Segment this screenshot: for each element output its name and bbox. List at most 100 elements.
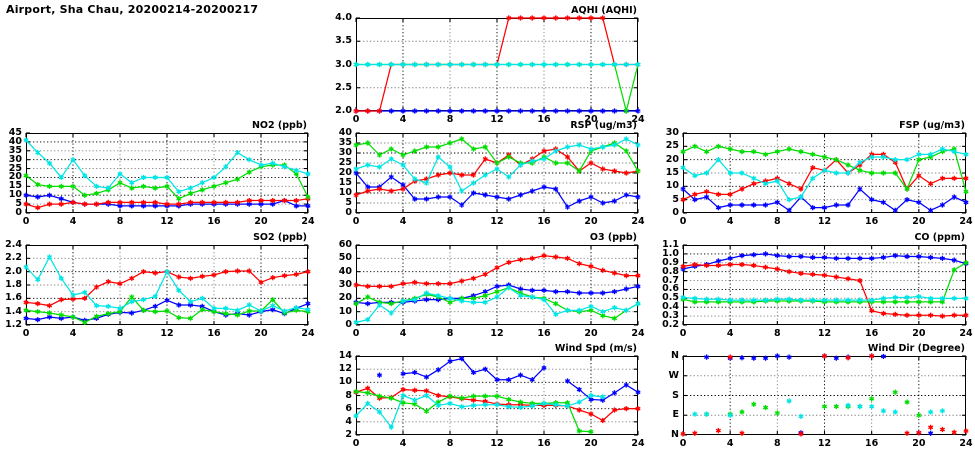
x-tick-label: 24 [631, 216, 645, 227]
y-tick-label: 35 [8, 144, 22, 156]
y-tick-label: 1.8 [5, 279, 22, 290]
y-tick-label: 1.6 [5, 292, 22, 304]
series-markers-day1 [680, 186, 969, 213]
plot-canvas-wind_dir [680, 353, 969, 437]
x-tick-label: 20 [254, 328, 268, 339]
plot-canvas-o3 [353, 244, 641, 326]
y-tick-label: 25 [665, 140, 679, 152]
series-markers-day2 [23, 268, 311, 309]
y-tick-label: 0 [345, 207, 352, 218]
series-markers-day3 [703, 389, 922, 418]
x-tick-label: 4 [726, 328, 734, 339]
y-tick-label: 0 [345, 319, 352, 330]
x-tick-label: 24 [301, 216, 315, 227]
y-tick-label: 30 [338, 147, 352, 158]
panel-title-co: CO (ppm) [914, 232, 965, 243]
x-tick-label: 0 [679, 328, 687, 339]
chart-panel-aqhi: AQHI (AQHI) 2.0 2.5 3.0 3.5 4.0 0 4 8 12 16 20 24 [335, 6, 644, 125]
x-tick-label: 24 [301, 328, 315, 339]
y-tick-label: 15 [8, 180, 22, 192]
x-tick-label: 12 [490, 114, 504, 125]
chart-panel-rsp: RSP (ug/m3) 0 5 10 15 20 25 30 35 40 0 4 8 12 16 20 24 [339, 121, 645, 227]
panel-title-wind_dir: Wind Dir (Degree) [867, 343, 965, 354]
x-tick-label: 8 [774, 216, 781, 227]
x-tick-label: 0 [352, 216, 360, 227]
x-tick-label: 8 [446, 114, 454, 125]
plot-canvas-rsp [353, 132, 641, 214]
x-tick-label: 12 [160, 328, 174, 339]
y-tick-label: 35 [338, 137, 352, 148]
y-tick-label: 0.7 [662, 274, 679, 286]
x-tick-label: 24 [959, 216, 973, 227]
x-tick-label: 24 [959, 328, 973, 339]
x-tick-label: 4 [69, 328, 77, 339]
y-tick-label: 20 [8, 171, 22, 183]
series-markers-day4 [353, 392, 606, 430]
x-tick-label: 4 [399, 114, 407, 125]
panel-title-fsp: FSP (ug/m3) [899, 120, 965, 131]
y-tick-label: 40 [8, 135, 22, 147]
plot-canvas-fsp [680, 132, 969, 214]
plot-canvas-so2 [23, 244, 311, 326]
y-tick-label: 0.9 [662, 256, 679, 268]
x-tick-label: 16 [865, 438, 879, 449]
y-tick-label: S [672, 389, 679, 401]
y-tick-label: 14 [338, 350, 352, 361]
x-tick-label: 12 [490, 438, 504, 449]
x-tick-label: 8 [774, 328, 781, 339]
x-tick-label: 0 [352, 328, 360, 339]
x-tick-label: 16 [865, 328, 879, 339]
x-tick-label: 4 [399, 216, 407, 227]
y-tick-label: 6 [345, 402, 352, 414]
x-tick-label: 12 [160, 216, 174, 227]
y-tick-label: 0.6 [662, 283, 679, 295]
chart-panel-fsp: FSP (ug/m3) 0 5 10 15 20 25 30 0 4 8 12 16 20 24 [666, 121, 973, 227]
plot-canvas-co [680, 244, 969, 326]
series-markers-day4 [23, 254, 311, 314]
series-markers-day1 [703, 353, 934, 436]
series-markers-day3 [680, 143, 969, 195]
x-tick-label: 12 [490, 328, 504, 339]
x-tick-label: 16 [537, 438, 551, 449]
panel-title-rsp: RSP (ug/m3) [570, 120, 637, 131]
series-markers-day4 [353, 61, 641, 68]
x-tick-label: 16 [537, 216, 551, 227]
y-tick-label: 2.0 [335, 105, 352, 116]
x-tick-label: 0 [679, 438, 687, 449]
x-tick-label: 8 [116, 328, 124, 339]
plot-canvas-wind_spd [353, 355, 641, 436]
chart-panel-wind-dir: Wind Dir (Degree) N E S W N 0 4 8 12 16 20 24 [669, 344, 973, 449]
series-markers-day4 [23, 137, 311, 195]
y-tick-label: 50 [338, 252, 352, 264]
series-line-day1 [402, 357, 545, 381]
y-tick-label: 0.8 [662, 265, 679, 277]
chart-panel-so2: SO2 (ppb) 1.2 1.4 1.6 1.8 2.0 2.2 2.4 0 4 8 12 16 20 2… [5, 233, 314, 339]
x-tick-label: 24 [959, 438, 973, 449]
x-tick-label: 8 [446, 328, 454, 339]
y-tick-label: 10 [338, 187, 352, 198]
x-tick-label: 8 [116, 216, 124, 227]
series-markers-day3 [23, 162, 311, 202]
x-tick-label: 4 [726, 216, 734, 227]
y-tick-label: 20 [338, 292, 352, 304]
y-tick-label: N [671, 350, 679, 361]
y-tick-label: 10 [665, 180, 679, 192]
chart-panel-no2: NO2 (ppb) 0 5 10 15 20 25 30 35 40 45 0 4 8 12 16 20 24 [9, 121, 315, 227]
page-title: Airport, Sha Chau, 20200214-20200217 [6, 3, 259, 16]
series-markers-day2 [680, 261, 969, 319]
x-tick-label: 20 [254, 216, 268, 227]
y-tick-label: 10 [338, 305, 352, 317]
x-tick-label: 16 [537, 328, 551, 339]
x-tick-label: 16 [865, 216, 879, 227]
x-tick-label: 20 [912, 216, 926, 227]
y-tick-label: 15 [665, 167, 679, 178]
x-tick-label: 4 [726, 438, 734, 449]
y-tick-label: 4 [345, 415, 352, 427]
y-tick-label: 20 [338, 167, 352, 178]
x-tick-label: 8 [446, 216, 454, 227]
y-tick-label: 2.4 [5, 239, 22, 250]
x-tick-label: 20 [912, 328, 926, 339]
y-tick-label: 2.5 [335, 81, 352, 93]
plot-canvas-no2 [23, 132, 311, 214]
y-tick-label: 8 [345, 389, 352, 401]
